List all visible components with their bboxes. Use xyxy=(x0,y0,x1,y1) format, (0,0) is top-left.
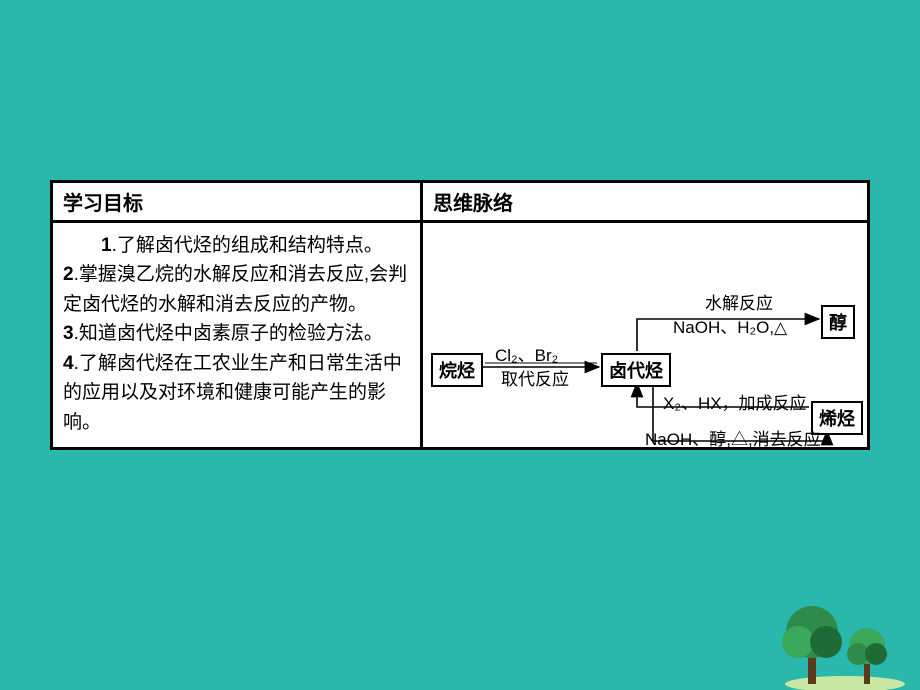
objectives-cell: 1.了解卤代烃的组成和结构特点。 2.掌握溴乙烷的水解反应和消去反应,会判定卤代… xyxy=(53,223,423,447)
table-header-row: 学习目标 思维脉络 xyxy=(53,183,867,223)
content-table: 学习目标 思维脉络 1.了解卤代烃的组成和结构特点。 2.掌握溴乙烷的水解反应和… xyxy=(50,180,870,450)
label-cl2-br2: Cl₂、Br₂ xyxy=(495,341,558,366)
header-mindmap: 思维脉络 xyxy=(423,183,867,223)
tree-decoration-icon xyxy=(760,580,910,690)
header-objectives: 学习目标 xyxy=(53,183,423,223)
label-hydrolysis: 水解反应 xyxy=(705,289,773,314)
node-alcohol: 醇 xyxy=(821,305,855,339)
objective-3: 3.知道卤代烃中卤素原子的检验方法。 xyxy=(63,323,383,344)
label-naoh-alcohol: NaOH、醇,△,消去反应 xyxy=(645,425,821,450)
label-x2-hx: X₂、HX，加成反应 xyxy=(663,389,807,414)
objective-1: 1.了解卤代烃的组成和结构特点。 xyxy=(63,231,410,260)
objective-4: 4.了解卤代烃在工农业生产和日常生活中的应用以及对环境和健康可能产生的影响。 xyxy=(63,353,402,433)
label-substitution: 取代反应 xyxy=(501,365,569,390)
flowchart: 烷烃 卤代烃 醇 烯烃 Cl₂、Br₂ 取代反应 水解反应 NaOH、H₂O,△… xyxy=(423,223,867,447)
node-halide: 卤代烃 xyxy=(601,353,671,387)
diagram-cell: 烷烃 卤代烃 醇 烯烃 Cl₂、Br₂ 取代反应 水解反应 NaOH、H₂O,△… xyxy=(423,223,867,447)
node-alkane: 烷烃 xyxy=(431,353,483,387)
label-naoh-h2o: NaOH、H₂O,△ xyxy=(673,313,787,338)
table-body-row: 1.了解卤代烃的组成和结构特点。 2.掌握溴乙烷的水解反应和消去反应,会判定卤代… xyxy=(53,223,867,447)
objective-2: 2.掌握溴乙烷的水解反应和消去反应,会判定卤代烃的水解和消去反应的产物。 xyxy=(63,264,407,314)
